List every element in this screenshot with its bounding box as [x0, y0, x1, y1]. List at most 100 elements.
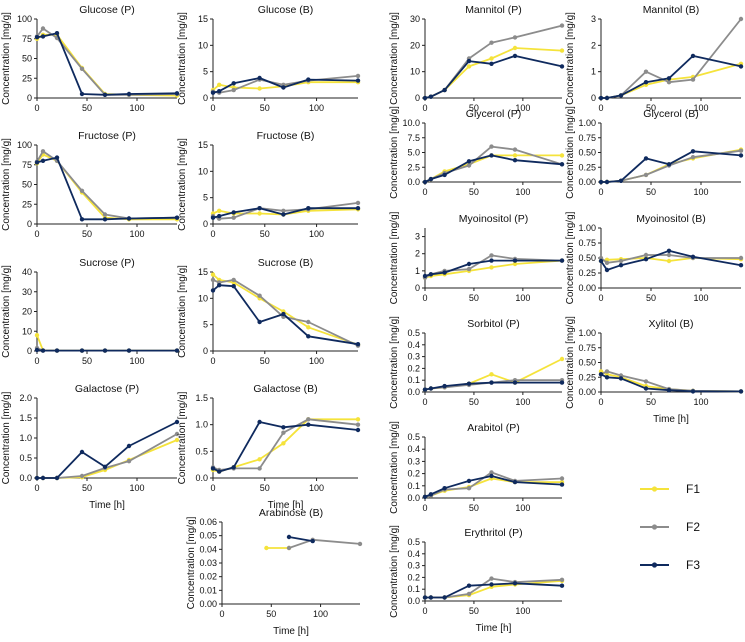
data-point-F3	[422, 179, 428, 185]
legend-swatch-marker	[651, 486, 658, 492]
data-point-F3	[738, 64, 744, 69]
data-point-F1	[217, 208, 222, 213]
data-point-F3	[666, 162, 672, 167]
y-tick-label: 0.5	[407, 432, 420, 442]
y-tick-label: 10	[22, 326, 32, 336]
data-point-F3	[690, 254, 696, 259]
legend: F1 F2 F3	[640, 482, 700, 572]
series-line-F2	[601, 18, 742, 99]
data-point-F2	[306, 319, 311, 325]
y-tick-label: 0.75	[578, 238, 596, 248]
y-tick-label: 2	[415, 249, 420, 259]
legend-label: F3	[686, 558, 700, 572]
data-point-F2	[231, 277, 236, 283]
y-tick-label: 10	[198, 166, 208, 176]
y-tick-label: 1.00	[578, 223, 596, 233]
legend-item-F1: F1	[640, 482, 700, 496]
x-tick-label: 100	[515, 187, 530, 197]
data-point-F3	[428, 492, 434, 497]
data-point-F3	[286, 534, 292, 540]
data-point-F1	[489, 265, 494, 270]
series-line-F1	[425, 580, 563, 599]
panel-title: Fructose (P)	[78, 130, 136, 142]
y-tick-label: 0.00	[578, 387, 596, 397]
y-axis-label: Concentration [mg/g]	[389, 421, 400, 514]
y-axis-label: Concentration [mg/g]	[565, 106, 576, 199]
data-point-F3	[210, 466, 216, 471]
data-point-F3	[281, 212, 286, 217]
data-point-F3	[738, 153, 744, 158]
data-point-F2	[489, 253, 494, 258]
data-point-F3	[231, 465, 236, 470]
data-point-F1	[559, 153, 565, 158]
x-axis-label: Time [h]	[476, 623, 512, 634]
data-point-F3	[643, 156, 649, 161]
panel-myoinositol-p: Myoinositol (P) 0 1 2 3 0 50 100 Concentration […	[389, 211, 565, 304]
x-tick-label: 0	[598, 397, 603, 407]
series-F2	[34, 431, 180, 481]
x-tick-label: 100	[309, 356, 324, 366]
y-tick-label: 7.5	[407, 133, 420, 143]
y-tick-label: 1.00	[578, 118, 596, 128]
y-tick-label: 0.5	[195, 446, 208, 456]
data-point-F3	[306, 422, 311, 427]
series-line-F3	[425, 582, 563, 599]
x-tick-label: 50	[646, 187, 656, 197]
series-line-F1	[36, 334, 177, 352]
data-point-F2	[257, 466, 262, 471]
x-tick-label: 50	[646, 397, 656, 407]
x-tick-label: 0	[219, 609, 224, 619]
series-F3	[598, 372, 744, 394]
data-point-F3	[643, 257, 649, 262]
x-tick-label: 0	[210, 229, 215, 239]
panel-arabitol-p: Arabitol (P) 0.0 0.1 0.2 0.3 0.4 0.5 0 50 100 Conc…	[389, 421, 565, 514]
data-point-F3	[643, 386, 649, 391]
data-point-F3	[559, 162, 565, 167]
y-tick-label: 0.3	[407, 352, 420, 362]
data-point-F3	[355, 427, 361, 433]
data-point-F3	[666, 76, 672, 81]
panel-glucose-b: Glucose (B) 0 5 10 15 0 50 100 Concentration [mg…	[177, 4, 361, 113]
panel-mannitol-p: Mannitol (P) 0 10 20 30 0 50 100 Concentration […	[389, 4, 565, 113]
data-point-F2	[79, 188, 85, 193]
data-point-F2	[604, 260, 610, 265]
data-point-F3	[738, 389, 744, 394]
data-point-F1	[666, 258, 672, 264]
data-point-F3	[281, 425, 286, 430]
x-tick-label: 0	[422, 397, 427, 407]
series-F3	[422, 581, 565, 600]
y-tick-label: 10.0	[402, 118, 420, 128]
series-line-F1	[36, 33, 178, 97]
x-axis-label: Time [h]	[268, 500, 304, 511]
x-tick-label: 0	[34, 483, 39, 493]
x-tick-label: 50	[469, 103, 479, 113]
panel-sucrose-b: Sucrose (B) 0 5 10 15 0 50 100 Concentration [mg…	[177, 257, 361, 366]
data-point-F2	[512, 147, 518, 152]
data-point-F3	[231, 284, 236, 289]
y-tick-label: 25	[22, 73, 32, 83]
data-point-F3	[738, 263, 744, 268]
y-tick-label: 0.1	[407, 375, 420, 385]
series-F2	[210, 417, 361, 473]
data-point-F3	[174, 348, 180, 353]
data-point-F3	[422, 95, 428, 101]
data-point-F1	[466, 64, 472, 69]
series-line-F3	[288, 536, 313, 542]
data-point-F1	[257, 457, 262, 462]
y-tick-label: 0.0	[407, 493, 420, 503]
panel-arabinose-b: Arabinose (B) 0.00 0.01 0.02 0.03 0.04 0.05 0.0…	[186, 507, 363, 637]
data-point-F2	[357, 541, 363, 547]
data-point-F3	[281, 85, 286, 90]
y-tick-label: 15	[198, 14, 208, 24]
data-point-F2	[604, 369, 610, 374]
data-point-F1	[174, 437, 180, 443]
x-tick-label: 100	[309, 229, 324, 239]
data-point-F3	[618, 376, 624, 381]
x-tick-label: 50	[469, 397, 479, 407]
series-F3	[210, 283, 361, 347]
legend-item-F3: F3	[640, 558, 700, 572]
y-axis-label: Concentration [mg/g]	[389, 316, 400, 409]
data-point-F1	[355, 417, 361, 422]
data-point-F3	[489, 258, 494, 263]
